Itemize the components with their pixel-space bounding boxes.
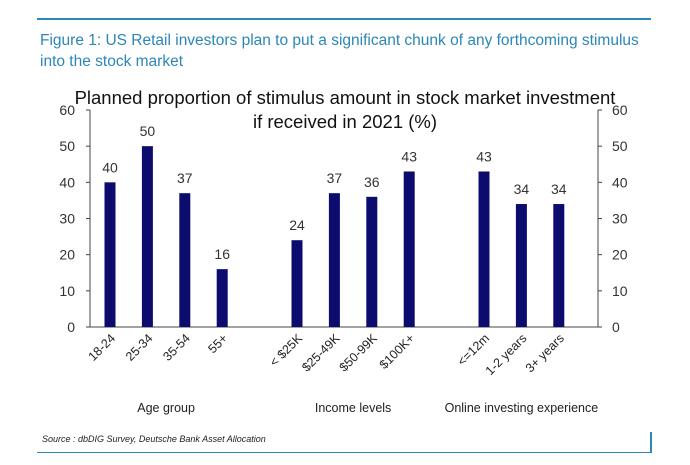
bar — [403, 171, 415, 327]
y-tick-label-right: 10 — [612, 283, 628, 299]
figure-corner-tick — [650, 432, 652, 453]
bar — [104, 182, 116, 327]
figure-title: Figure 1: US Retail investors plan to pu… — [40, 32, 639, 70]
data-label: 43 — [401, 148, 417, 164]
y-tick-label-right: 40 — [612, 174, 628, 190]
bar — [478, 171, 490, 327]
x-category-label: 25-34 — [123, 331, 156, 364]
bar — [179, 193, 191, 327]
y-tick-label-right: 50 — [612, 138, 628, 154]
figure-bottom-rule — [37, 452, 651, 453]
bar — [515, 204, 527, 327]
data-label: 37 — [327, 170, 343, 186]
data-label: 34 — [551, 181, 567, 197]
data-label: 37 — [177, 170, 193, 186]
x-category-label: $25-49K — [299, 331, 343, 375]
source-note: Source : dbDIG Survey, Deutsche Bank Ass… — [42, 434, 266, 444]
y-tick-label-left: 10 — [59, 283, 75, 299]
data-label: 24 — [289, 217, 305, 233]
figure-top-rule — [37, 18, 651, 20]
x-category-label: 55+ — [205, 331, 230, 356]
data-label: 50 — [140, 123, 156, 139]
chart-title-line-2: if received in 2021 (%) — [253, 111, 437, 132]
y-tick-label-right: 20 — [612, 247, 628, 263]
bar — [141, 146, 153, 327]
y-tick-label-left: 30 — [59, 211, 75, 227]
data-label: 40 — [102, 159, 118, 175]
data-label: 34 — [514, 181, 530, 197]
x-category-label: 3+ years — [523, 331, 567, 375]
group-label: Online investing experience — [445, 401, 599, 415]
y-tick-label-left: 20 — [59, 247, 75, 263]
group-label: Age group — [137, 401, 195, 415]
bar — [366, 196, 378, 327]
x-category-label: 35-54 — [160, 331, 193, 364]
bar — [328, 193, 340, 327]
y-tick-label-left: 40 — [59, 174, 75, 190]
chart-bars: 40 50 37 16 24 37 36 43 43 34 34 — [102, 123, 567, 327]
bar — [553, 204, 565, 327]
x-category-label: $50-99K — [337, 331, 381, 375]
data-label: 16 — [214, 246, 230, 262]
data-label: 43 — [476, 148, 492, 164]
bar — [216, 269, 228, 327]
y-tick-label-right: 30 — [612, 211, 628, 227]
bar — [291, 240, 303, 327]
data-label: 36 — [364, 174, 380, 190]
x-category-label: $100K+ — [377, 331, 418, 372]
y-tick-label-left: 60 — [59, 102, 75, 118]
chart-title-line-1: Planned proportion of stimulus amount in… — [75, 87, 616, 108]
y-tick-label-right: 0 — [612, 319, 620, 335]
x-category-label: 18-24 — [86, 331, 119, 364]
y-tick-label-left: 0 — [67, 319, 75, 335]
y-tick-label-right: 60 — [612, 102, 628, 118]
group-label: Income levels — [315, 401, 391, 415]
y-tick-label-left: 50 — [59, 138, 75, 154]
x-category-label: 1-2 years — [483, 331, 530, 378]
